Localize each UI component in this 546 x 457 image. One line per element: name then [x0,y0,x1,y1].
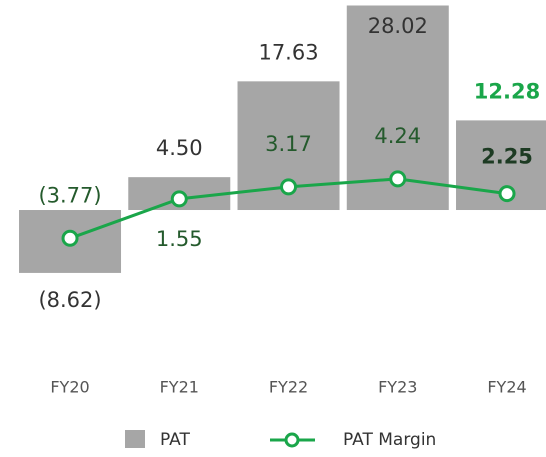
x-tick-label: FY24 [487,378,526,397]
line-value-label: 2.25 [481,145,533,169]
legend-label: PAT Margin [343,430,436,450]
x-tick-label: FY21 [160,378,199,397]
legend-marker [284,432,300,448]
bar-value-label: 12.28 [474,79,540,103]
x-tick-label: FY23 [378,378,417,397]
line-point [389,170,407,188]
line-point [170,190,188,208]
line-point [280,178,298,196]
bar-value-label: (8.62) [38,288,101,312]
x-tick-label: FY22 [269,378,308,397]
x-tick-label: FY20 [50,378,89,397]
line-value-label: 3.17 [265,132,312,156]
legend-swatch [125,430,145,448]
line-value-label: (3.77) [38,183,101,207]
legend-label: PAT [160,430,190,450]
line-point [61,229,79,247]
bar-value-label: 28.02 [368,14,428,38]
line-point [498,185,516,203]
bar-value-label: 4.50 [156,136,203,160]
bar-value-label: 17.63 [258,40,318,64]
line-value-label: 4.24 [374,124,421,148]
line-value-label: 1.55 [156,227,203,251]
